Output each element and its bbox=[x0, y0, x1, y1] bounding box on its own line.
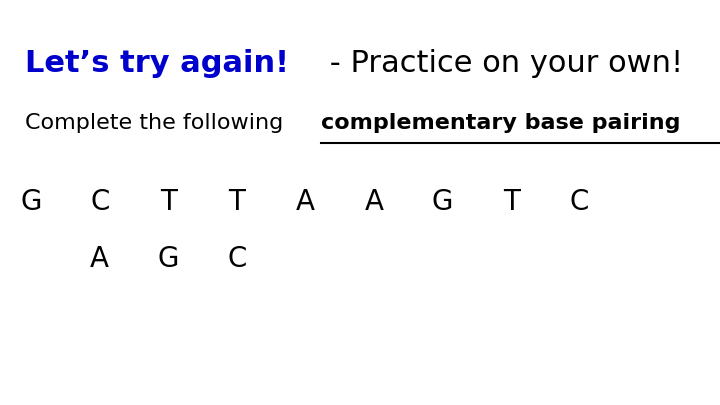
Text: Complete the following: Complete the following bbox=[25, 113, 290, 133]
Text: - Practice on your own!: - Practice on your own! bbox=[320, 49, 683, 78]
Text: C: C bbox=[228, 245, 246, 273]
Text: T: T bbox=[503, 188, 520, 217]
Text: G: G bbox=[158, 245, 179, 273]
Text: C: C bbox=[570, 188, 590, 217]
Text: A: A bbox=[296, 188, 315, 217]
Text: Let’s try again!: Let’s try again! bbox=[25, 49, 289, 78]
Text: C: C bbox=[90, 188, 109, 217]
Text: complementary base pairing: complementary base pairing bbox=[321, 113, 681, 133]
Text: G: G bbox=[432, 188, 453, 217]
Text: G: G bbox=[20, 188, 42, 217]
Text: T: T bbox=[160, 188, 176, 217]
Text: T: T bbox=[228, 188, 246, 217]
Text: A: A bbox=[90, 245, 109, 273]
Text: A: A bbox=[364, 188, 384, 217]
